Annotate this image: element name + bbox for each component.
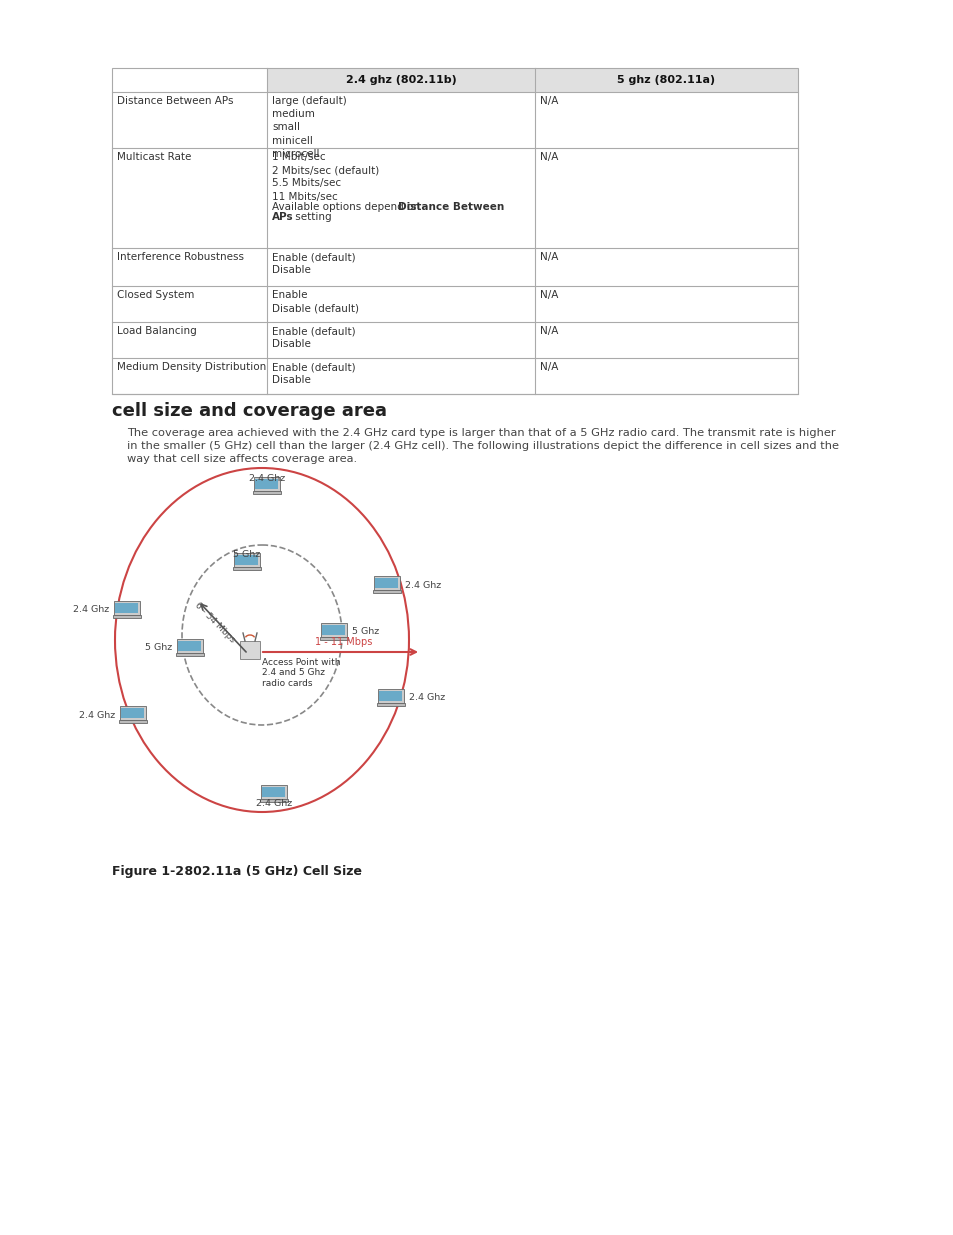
Bar — [118, 720, 147, 722]
Bar — [240, 641, 260, 659]
Text: large (default)
medium
small
minicell
microcell: large (default) medium small minicell mi… — [272, 96, 346, 159]
Bar — [115, 603, 138, 613]
Text: 802.11a (5 GHz) Cell Size: 802.11a (5 GHz) Cell Size — [167, 864, 361, 878]
Bar — [320, 622, 347, 636]
Bar — [267, 68, 535, 91]
Bar — [177, 638, 203, 652]
Bar — [535, 68, 797, 91]
Text: 2.4 Ghz: 2.4 Ghz — [72, 605, 109, 615]
Bar — [253, 490, 281, 494]
Bar — [261, 785, 287, 799]
Bar — [112, 615, 141, 618]
Text: The coverage area achieved with the 2.4 GHz card type is larger than that of a 5: The coverage area achieved with the 2.4 … — [127, 429, 835, 438]
Text: 5 Ghz: 5 Ghz — [233, 550, 260, 559]
Bar — [233, 567, 261, 569]
Text: Enable
Disable (default): Enable Disable (default) — [272, 290, 358, 314]
Bar — [375, 578, 398, 588]
Text: N/A: N/A — [539, 326, 558, 336]
Text: 2.4 Ghz: 2.4 Ghz — [249, 474, 285, 483]
Text: 2.4 Ghz: 2.4 Ghz — [409, 694, 445, 703]
Bar — [113, 601, 140, 615]
Text: N/A: N/A — [539, 96, 558, 106]
Bar — [120, 706, 146, 720]
Text: 5 ghz (802.11a): 5 ghz (802.11a) — [617, 75, 715, 85]
Bar — [322, 625, 345, 635]
Text: Available options depend on: Available options depend on — [272, 203, 423, 212]
Text: Access Point with
2.4 and 5 Ghz
radio cards: Access Point with 2.4 and 5 Ghz radio ca… — [262, 658, 340, 688]
Text: N/A: N/A — [539, 152, 558, 162]
Text: cell size and coverage area: cell size and coverage area — [112, 403, 387, 420]
Text: Enable (default)
Disable: Enable (default) Disable — [272, 362, 355, 385]
Bar — [253, 477, 280, 490]
Bar — [121, 708, 144, 718]
Bar — [259, 799, 288, 802]
Bar — [373, 589, 401, 593]
Bar — [255, 478, 278, 489]
Text: Medium Density Distribution: Medium Density Distribution — [117, 362, 266, 372]
Bar — [262, 787, 285, 797]
Bar — [233, 553, 260, 567]
Text: Enable (default)
Disable: Enable (default) Disable — [272, 326, 355, 350]
Text: Load Balancing: Load Balancing — [117, 326, 196, 336]
Bar — [175, 652, 204, 656]
Bar — [112, 68, 797, 394]
Text: 2.4 ghz (802.11b): 2.4 ghz (802.11b) — [345, 75, 456, 85]
Text: 2.4 Ghz: 2.4 Ghz — [405, 580, 441, 589]
Text: Distance Between APs: Distance Between APs — [117, 96, 233, 106]
Text: 5 Ghz: 5 Ghz — [145, 643, 172, 652]
Text: in the smaller (5 GHz) cell than the larger (2.4 GHz cell). The following illust: in the smaller (5 GHz) cell than the lar… — [127, 441, 838, 451]
Text: 1 - 11 Mbps: 1 - 11 Mbps — [314, 637, 372, 647]
Text: Figure 1-2: Figure 1-2 — [112, 864, 184, 878]
Text: 6 - 54 Mbps: 6 - 54 Mbps — [193, 600, 236, 645]
Bar — [376, 703, 405, 705]
Bar — [377, 689, 403, 703]
Text: Multicast Rate: Multicast Rate — [117, 152, 192, 162]
Bar — [235, 555, 258, 564]
Text: N/A: N/A — [539, 290, 558, 300]
Bar — [178, 641, 201, 651]
Bar — [379, 690, 402, 701]
Text: Interference Robustness: Interference Robustness — [117, 252, 244, 262]
Text: 2.4 Ghz: 2.4 Ghz — [79, 710, 115, 720]
Text: Distance Between: Distance Between — [397, 203, 504, 212]
Text: setting: setting — [292, 212, 332, 222]
Bar — [374, 576, 399, 589]
Text: APs: APs — [272, 212, 294, 222]
Bar — [319, 636, 348, 640]
Text: 5 Ghz: 5 Ghz — [352, 627, 379, 636]
Text: Enable (default)
Disable: Enable (default) Disable — [272, 252, 355, 275]
Text: 1 Mbit/sec
2 Mbits/sec (default)
5.5 Mbits/sec
11 Mbits/sec: 1 Mbit/sec 2 Mbits/sec (default) 5.5 Mbi… — [272, 152, 379, 201]
Text: N/A: N/A — [539, 252, 558, 262]
Text: 2.4 Ghz: 2.4 Ghz — [255, 799, 292, 808]
Text: N/A: N/A — [539, 362, 558, 372]
Text: way that cell size affects coverage area.: way that cell size affects coverage area… — [127, 454, 356, 464]
Text: Closed System: Closed System — [117, 290, 194, 300]
